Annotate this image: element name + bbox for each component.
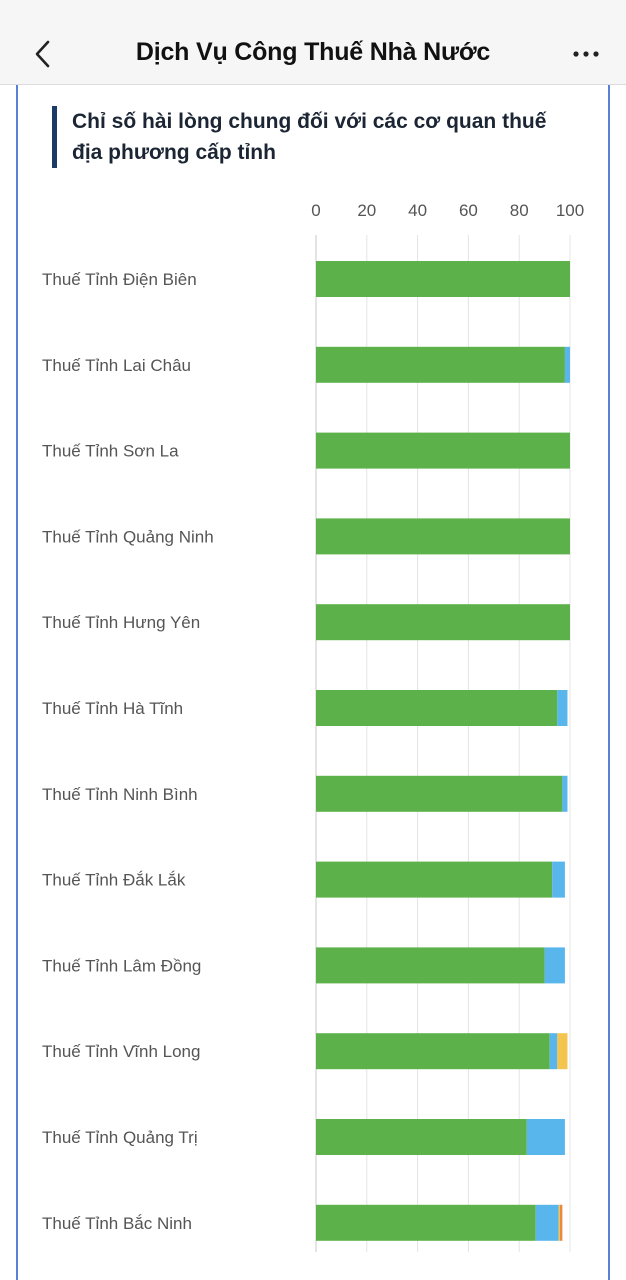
- bar-segment-series-3: [557, 1033, 568, 1070]
- bar-segment-series-1: [316, 1033, 550, 1070]
- bar-segment-series-2: [549, 1033, 558, 1070]
- category-label: Thuế Tỉnh Sơn La: [42, 442, 179, 461]
- x-tick-label: 100: [556, 201, 584, 220]
- category-label: Thuế Tỉnh Bắc Ninh: [42, 1214, 192, 1233]
- chart-title: Chỉ số hài lòng chung đối với các cơ qua…: [72, 110, 547, 164]
- x-tick-label: 80: [510, 201, 529, 220]
- bar-segment-series-1: [316, 261, 570, 297]
- x-tick-label: 60: [459, 201, 478, 220]
- bar-segment-series-2: [544, 947, 565, 984]
- satisfaction-bar-chart: 0 20 40 60 80 100 Thuế Tỉnh Điện Biên Thuế Tỉnh…: [42, 201, 584, 1252]
- bar-segment-series-1: [316, 518, 570, 555]
- bar-segment-series-2: [564, 346, 570, 383]
- category-label: Thuế Tỉnh Vĩnh Long: [42, 1042, 200, 1061]
- x-tick-label: 20: [357, 201, 376, 220]
- bar-segment-series-2: [526, 1119, 565, 1155]
- category-label: Thuế Tỉnh Điện Biên: [42, 270, 197, 289]
- chart-title-block: Chỉ số hài lòng chung đối với các cơ qua…: [52, 106, 572, 168]
- category-label: Thuế Tỉnh Đắk Lắk: [42, 871, 186, 890]
- bar-segment-series-1: [316, 861, 553, 898]
- bar-segment-series-2: [557, 690, 568, 726]
- chevron-left-icon: [35, 40, 50, 68]
- page-title: Dịch Vụ Công Thuế Nhà Nước: [135, 38, 491, 66]
- category-label: Thuế Tỉnh Quảng Trị: [42, 1128, 198, 1147]
- more-options-button[interactable]: [568, 42, 604, 66]
- category-label: Thuế Tỉnh Hà Tĩnh: [42, 699, 183, 718]
- bar-segment-series-1: [316, 346, 565, 383]
- bar-segment-series-2: [535, 1204, 559, 1241]
- bar-segment-series-2: [562, 775, 568, 812]
- category-label: Thuế Tỉnh Quảng Ninh: [42, 527, 214, 546]
- category-label: Thuế Tỉnh Lai Châu: [42, 356, 191, 375]
- bar-segment-series-4: [559, 1204, 563, 1241]
- content-frame: [16, 85, 610, 1280]
- bar-segment-series-1: [316, 690, 558, 726]
- bar-segment-series-1: [316, 1204, 536, 1241]
- bar-segment-series-1: [316, 432, 570, 469]
- bar-segment-series-2: [552, 861, 565, 898]
- bar-segment-series-1: [316, 947, 545, 984]
- category-label: Thuế Tỉnh Hưng Yên: [42, 613, 200, 632]
- top-navigation-bar: Dịch Vụ Công Thuế Nhà Nước: [0, 0, 626, 85]
- category-label: Thuế Tỉnh Lâm Đồng: [42, 956, 201, 975]
- x-tick-label: 0: [311, 201, 320, 220]
- x-tick-label: 40: [408, 201, 427, 220]
- category-label: Thuế Tỉnh Ninh Bình: [42, 785, 198, 804]
- more-horizontal-icon: [573, 51, 599, 57]
- bar-segment-series-1: [316, 775, 563, 812]
- bar-segment-series-1: [316, 1119, 527, 1155]
- back-button[interactable]: [24, 34, 60, 74]
- bar-segment-series-1: [316, 604, 570, 641]
- bar-segment-series-3: [558, 1204, 560, 1241]
